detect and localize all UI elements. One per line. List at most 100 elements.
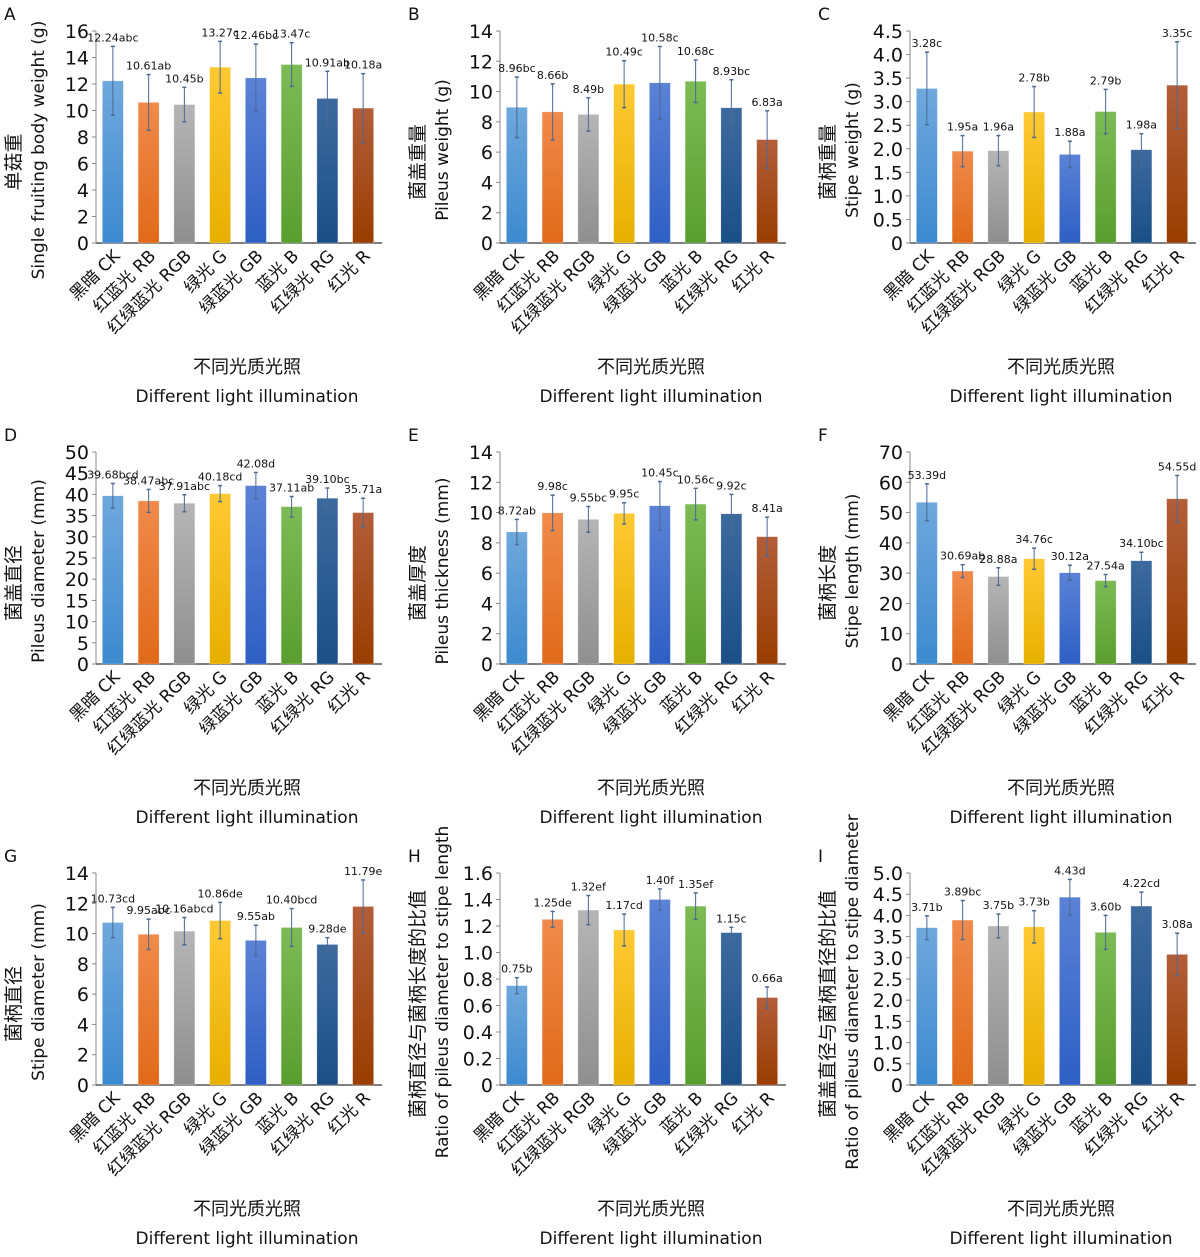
x-axis-label-en: Different light illumination — [540, 1229, 763, 1249]
y-tick-label: 50 — [879, 503, 903, 525]
y-axis-label-cn: 菌盖厚度 — [407, 545, 429, 621]
y-tick-label: 0.4 — [463, 1022, 493, 1044]
data-label: 1.35ef — [678, 878, 714, 891]
chart-panel-f: F 0 10 20 30 40 50 60 70 菌柄长度 Stipe length (mm) 53.… — [817, 426, 1196, 828]
y-tick-label: 4 — [481, 593, 493, 615]
data-label: 9.95c — [609, 488, 640, 501]
data-label: 42.08d — [237, 457, 275, 470]
x-axis-label-cn: 不同光质光照 — [1007, 1199, 1115, 1220]
panel-letter: H — [408, 847, 421, 867]
y-tick-label: 14 — [469, 21, 493, 43]
y-tick-label: 1.0 — [463, 943, 493, 965]
x-axis-label-cn: 不同光质光照 — [597, 357, 705, 378]
data-label: 9.95abc — [126, 904, 170, 917]
y-axis-label-cn: 菌柄直径 — [3, 966, 25, 1042]
y-tick-label: 2 — [77, 1045, 89, 1067]
y-tick-label: 8 — [481, 112, 493, 134]
bar-2 — [541, 512, 564, 665]
data-label: 8.66b — [537, 69, 568, 82]
y-tick-label: 4.0 — [873, 905, 903, 927]
data-label: 2.79b — [1090, 74, 1121, 87]
bar-5 — [649, 899, 671, 1086]
y-axis-label-cn: 菌柄重量 — [817, 124, 839, 200]
data-label: 8.41a — [752, 502, 783, 515]
bar-3 — [577, 909, 600, 1086]
panel-letter: F — [818, 426, 828, 446]
data-label: 13.47c — [273, 28, 311, 41]
data-label: 3.08a — [1162, 918, 1193, 931]
chart-panel-e: E 0 2 4 6 8 10 12 14 菌盖厚度 Pileus thickness (mm) 8.7… — [407, 426, 786, 828]
chart-panel-c: C 00.51.01.52.02.53.03.54.04.5 菌柄重量 Stipe w… — [817, 5, 1196, 407]
y-tick-label: 0.5 — [873, 1054, 903, 1076]
y-tick-label: 1.0 — [873, 186, 903, 208]
data-label: 10.86de — [198, 887, 243, 900]
bar-6 — [280, 64, 303, 244]
bar-1 — [506, 985, 528, 1086]
data-label: 39.68bcd — [87, 468, 139, 481]
data-label: 10.91ab — [305, 56, 350, 69]
data-label: 8.96bc — [498, 62, 536, 75]
x-axis-label-cn: 不同光质光照 — [597, 1199, 705, 1220]
data-label: 1.15c — [716, 912, 747, 925]
y-tick-label: 4 — [77, 180, 89, 202]
data-label: 38.47abc — [123, 474, 174, 487]
bar-7 — [720, 513, 743, 665]
bar-3 — [987, 925, 1010, 1086]
bar-2 — [137, 500, 160, 665]
data-label: 30.12a — [1051, 550, 1089, 563]
data-label: 3.35c — [1162, 27, 1193, 40]
x-axis-label-cn: 不同光质光照 — [193, 357, 301, 378]
y-tick-label: 10 — [65, 612, 89, 634]
data-label: 1.88a — [1054, 126, 1085, 139]
y-tick-label: 1.2 — [463, 916, 493, 938]
bar-2 — [951, 570, 974, 665]
data-label: 3.60b — [1090, 900, 1121, 913]
bar-1 — [916, 502, 938, 665]
y-tick-label: 0 — [481, 1075, 493, 1097]
data-label: 0.66a — [752, 972, 783, 985]
bar-6 — [1094, 932, 1117, 1086]
data-label: 37.11ab — [269, 481, 314, 494]
y-tick-label: 0.6 — [463, 996, 493, 1018]
y-axis-label-en: Pileus thickness (mm) — [433, 478, 453, 665]
y-tick-label: 45 — [65, 463, 89, 485]
data-label: 6.83a — [752, 96, 783, 109]
panel-letter: D — [4, 426, 17, 446]
y-tick-label: 12 — [65, 74, 89, 96]
bar-6 — [684, 905, 707, 1086]
y-tick-label: 8 — [77, 127, 89, 149]
y-tick-label: 6 — [77, 154, 89, 176]
x-axis-label-en: Different light illumination — [136, 1229, 359, 1249]
bar-3 — [577, 114, 600, 244]
y-axis-label-cn: 菌盖直径与菌柄直径的比值 — [817, 890, 839, 1118]
y-tick-label: 70 — [879, 442, 903, 464]
y-tick-label: 6 — [77, 984, 89, 1006]
data-label: 54.55d — [1158, 460, 1196, 473]
y-tick-label: 30 — [65, 527, 89, 549]
bar-6 — [280, 506, 303, 665]
y-tick-label: 10 — [65, 101, 89, 123]
bar-7 — [316, 497, 339, 665]
data-label: 11.79e — [344, 865, 382, 878]
x-axis-label-en: Different light illumination — [540, 387, 763, 407]
data-label: 12.24abc — [87, 31, 138, 44]
x-axis-label-cn: 不同光质光照 — [193, 778, 301, 799]
bar-3 — [577, 519, 600, 665]
bar-4 — [209, 493, 231, 665]
bar-5 — [245, 485, 267, 665]
data-label: 34.76c — [1015, 533, 1053, 546]
data-label: 28.88a — [979, 553, 1017, 566]
y-tick-label: 4 — [481, 172, 493, 194]
data-label: 10.16abcd — [155, 903, 213, 916]
y-tick-label: 8 — [77, 954, 89, 976]
y-tick-label: 3.5 — [873, 927, 903, 949]
y-tick-label: 2.5 — [873, 115, 903, 137]
panel-letter: B — [408, 5, 420, 25]
data-label: 53.39d — [908, 469, 946, 482]
y-tick-label: 1.5 — [873, 162, 903, 184]
x-axis-label-en: Different light illumination — [950, 808, 1173, 828]
